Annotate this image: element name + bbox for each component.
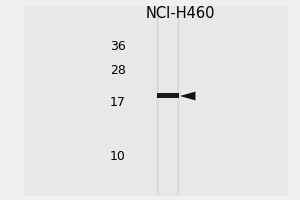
Text: NCI-H460: NCI-H460 xyxy=(145,6,215,21)
FancyBboxPatch shape xyxy=(157,8,179,194)
Text: 36: 36 xyxy=(110,40,126,52)
Text: 28: 28 xyxy=(110,64,126,76)
Text: 17: 17 xyxy=(110,96,126,108)
FancyBboxPatch shape xyxy=(24,6,288,196)
Polygon shape xyxy=(180,92,196,100)
FancyBboxPatch shape xyxy=(157,93,179,98)
Text: 10: 10 xyxy=(110,150,126,162)
FancyBboxPatch shape xyxy=(159,8,177,194)
